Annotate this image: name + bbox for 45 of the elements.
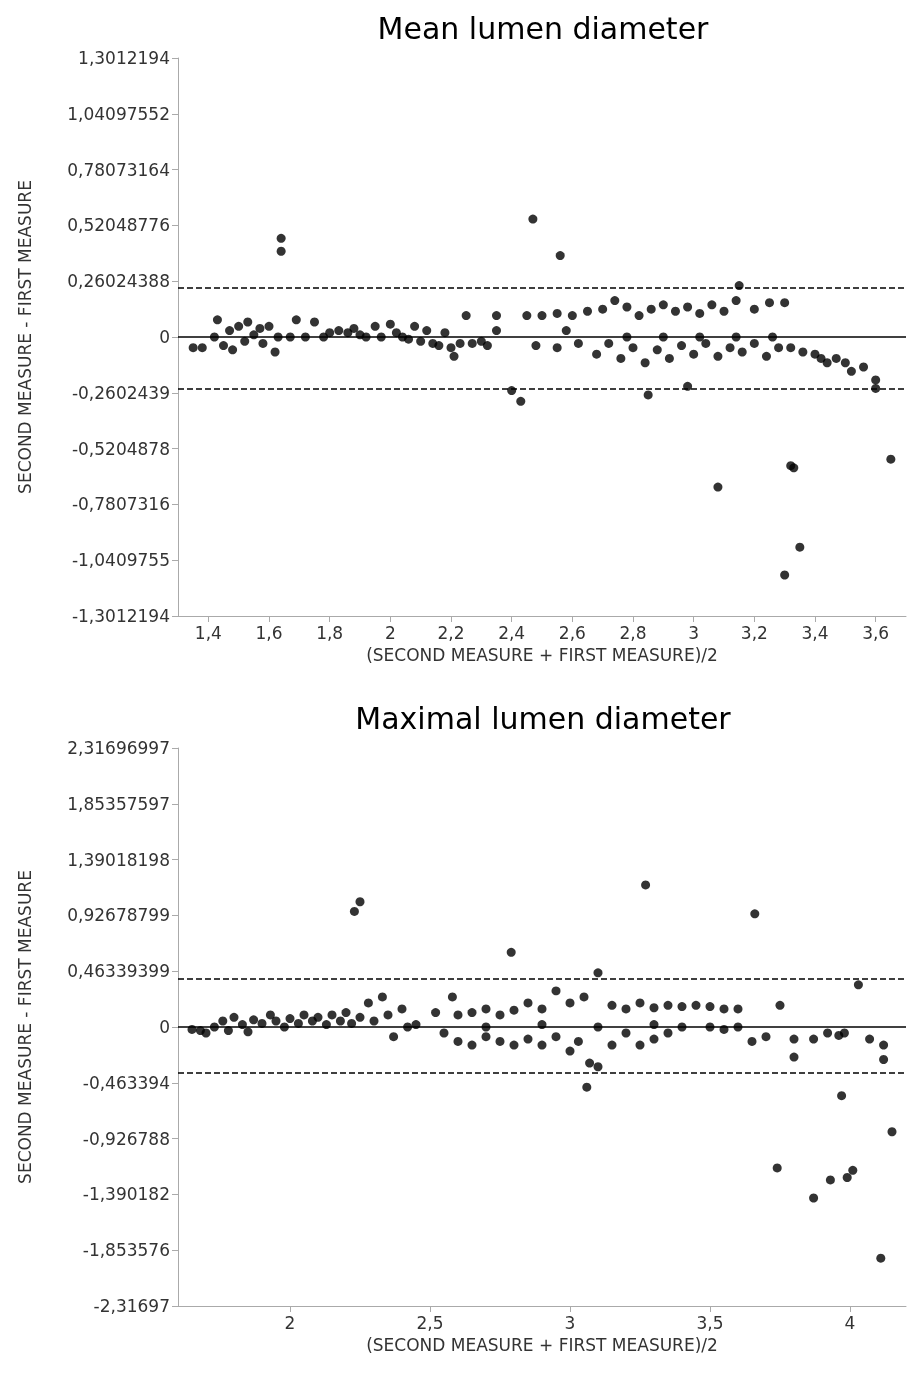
x-tick-label: 3 bbox=[688, 622, 700, 643]
y-tick-label: -1,853576 bbox=[82, 1240, 170, 1261]
x-tick-label: 2,8 bbox=[619, 622, 647, 643]
y-tick-label: 0,46339399 bbox=[67, 961, 170, 982]
chart-title: Maximal lumen diameter bbox=[355, 700, 732, 736]
x-tick-label: 1,6 bbox=[255, 622, 283, 643]
x-tick-label: 3,4 bbox=[801, 622, 829, 643]
y-tick-label: -1,390182 bbox=[82, 1184, 170, 1205]
y-tick-label: -2,31697 bbox=[93, 1296, 170, 1316]
y-tick-label: -0,926788 bbox=[82, 1128, 170, 1149]
y-tick-label: 0 bbox=[159, 327, 170, 347]
y-tick-label: 1,04097552 bbox=[67, 103, 170, 124]
y-tick-label: -0,463394 bbox=[82, 1072, 170, 1093]
y-tick-label: -0,2602439 bbox=[71, 382, 170, 403]
y-axis-title: SECOND MEASURE - FIRST MEASURE bbox=[14, 180, 35, 494]
y-tick-label: 1,3012194 bbox=[78, 48, 170, 68]
y-tick-label: 0,52048776 bbox=[67, 215, 170, 236]
x-tick-label: 2,4 bbox=[498, 622, 526, 643]
y-tick-label: 0,78073164 bbox=[67, 159, 170, 180]
x-tick-label: 3 bbox=[564, 1312, 576, 1333]
x-tick-label: 2,2 bbox=[437, 622, 465, 643]
x-tick-label: 4 bbox=[844, 1312, 856, 1333]
x-tick-label: 2 bbox=[384, 622, 396, 643]
x-tick-label: 3,6 bbox=[862, 622, 890, 643]
x-tick-label: 1,8 bbox=[316, 622, 344, 643]
y-tick-label: 1,85357597 bbox=[67, 793, 170, 814]
x-tick-label: 3,5 bbox=[696, 1312, 724, 1333]
y-tick-label: 0,26024388 bbox=[67, 271, 170, 292]
x-axis-title: (SECOND MEASURE + FIRST MEASURE)/2 bbox=[366, 1334, 718, 1355]
x-tick-label: 1,4 bbox=[194, 622, 222, 643]
y-tick-label: 2,31696997 bbox=[67, 738, 170, 758]
chart-title: Mean lumen diameter bbox=[377, 10, 710, 46]
y-tick-label: -0,5204878 bbox=[71, 438, 170, 459]
x-axis-title: (SECOND MEASURE + FIRST MEASURE)/2 bbox=[366, 644, 718, 665]
y-tick-label: -0,7807316 bbox=[71, 494, 170, 515]
x-tick-label: 2,5 bbox=[416, 1312, 444, 1333]
x-tick-label: 3,2 bbox=[740, 622, 768, 643]
y-tick-label: -1,3012194 bbox=[71, 606, 170, 626]
y-tick-label: 0,92678799 bbox=[67, 905, 170, 926]
y-tick-label: -1,0409755 bbox=[71, 550, 170, 571]
x-tick-label: 2,6 bbox=[558, 622, 586, 643]
y-tick-label: 1,39018198 bbox=[67, 849, 170, 870]
y-tick-label: 0 bbox=[159, 1017, 170, 1037]
x-tick-label: 2 bbox=[284, 1312, 296, 1333]
y-axis-title: SECOND MEASURE - FIRST MEASURE bbox=[14, 870, 35, 1184]
